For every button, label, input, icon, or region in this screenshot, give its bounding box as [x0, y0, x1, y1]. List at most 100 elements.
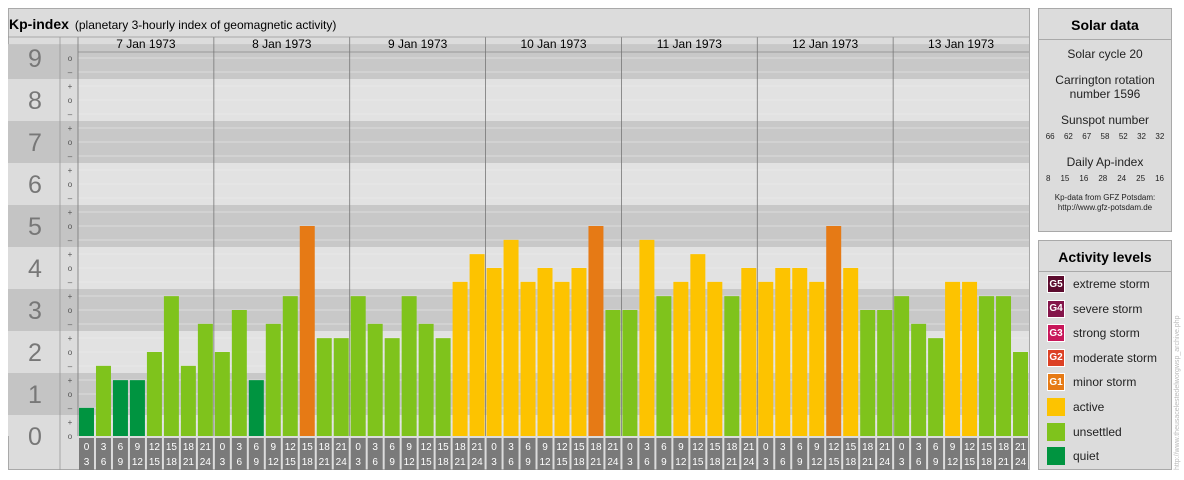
- interval-end-label: 21: [319, 457, 331, 468]
- y-sub-label: +: [68, 334, 73, 343]
- interval-start-label: 18: [726, 442, 738, 453]
- interval-cell: [282, 438, 298, 470]
- interval-cell: [469, 438, 485, 470]
- interval-start-label: 18: [862, 442, 874, 453]
- interval-cell: [367, 438, 383, 470]
- interval-cell: [792, 438, 808, 470]
- y-sub-label: o: [68, 390, 73, 399]
- y-tick-label: 5: [28, 213, 42, 241]
- interval-end-label: 24: [472, 457, 484, 468]
- kp-bar: [996, 296, 1012, 436]
- interval-cell: [401, 438, 417, 470]
- interval-cell: [1013, 438, 1028, 470]
- interval-end-label: 24: [1015, 457, 1027, 468]
- y-tick-label: 0: [28, 423, 42, 451]
- y-sub-label: +: [68, 292, 73, 301]
- kp-bar: [571, 268, 587, 436]
- interval-cell: [214, 438, 230, 470]
- kp-bar: [316, 338, 332, 436]
- y-sub-label: +: [68, 376, 73, 385]
- activity-levels-panel: Activity levels G5 extreme storm G4 severe …: [1038, 240, 1172, 470]
- kp-bar: [163, 296, 179, 436]
- kp-bar: [486, 268, 502, 436]
- y-sub-label: –: [68, 68, 73, 77]
- kp-bar: [129, 380, 145, 436]
- ap-values: 8 15 16 28 24 25 16: [1039, 174, 1171, 183]
- interval-start-label: 6: [118, 442, 124, 453]
- y-sub-label: +: [68, 208, 73, 217]
- kp-bar: [622, 310, 638, 436]
- interval-start-label: 15: [709, 442, 721, 453]
- interval-end-label: 12: [811, 457, 823, 468]
- kp-bar: [741, 268, 757, 436]
- interval-end-label: 6: [644, 457, 650, 468]
- y-tick-label: 9: [28, 45, 42, 73]
- interval-start-label: 21: [200, 442, 212, 453]
- activity-level-label: minor storm: [1073, 375, 1137, 390]
- y-sub-label: –: [68, 320, 73, 329]
- y-sub-label: o: [68, 96, 73, 105]
- interval-end-label: 12: [947, 457, 959, 468]
- kp-bar: [401, 296, 417, 436]
- interval-end-label: 18: [302, 457, 314, 468]
- kp-bar: [588, 226, 604, 436]
- kp-bar: [299, 226, 315, 436]
- interval-cell: [860, 438, 876, 470]
- kp-bar: [605, 310, 621, 436]
- interval-start-label: 12: [556, 442, 568, 453]
- interval-cell: [979, 438, 995, 470]
- interval-start-label: 18: [455, 442, 467, 453]
- interval-end-label: 12: [675, 457, 687, 468]
- interval-end-label: 3: [220, 457, 226, 468]
- watermark: http://www.theusacelestedelworgwsp_archi…: [1174, 315, 1181, 470]
- interval-end-label: 9: [661, 457, 667, 468]
- interval-cell: [486, 438, 502, 470]
- interval-start-label: 21: [1015, 442, 1027, 453]
- kp-bar: [843, 268, 859, 436]
- interval-end-label: 3: [627, 457, 633, 468]
- interval-start-label: 9: [542, 442, 548, 453]
- sunspot-value: 62: [1063, 132, 1073, 141]
- activity-level-item: G3 strong storm: [1047, 324, 1140, 343]
- interval-cell: [163, 438, 179, 470]
- y-sub-label: +: [68, 250, 73, 259]
- activity-level-swatch: G1: [1047, 373, 1065, 392]
- sunspot-value: 67: [1082, 132, 1092, 141]
- kp-bar: [367, 323, 383, 436]
- y-tick-label: 2: [28, 339, 42, 367]
- y-band-label: [8, 373, 78, 415]
- activity-level-swatch: [1047, 398, 1065, 416]
- kp-bar: [945, 281, 961, 436]
- interval-cell: [571, 438, 587, 470]
- kp-bar: [673, 281, 689, 436]
- y-band: [78, 415, 1029, 436]
- activity-level-item: quiet: [1047, 447, 1099, 466]
- interval-start-label: 9: [814, 442, 820, 453]
- source-link[interactable]: http://www.gfz-potsdam.de: [1057, 203, 1153, 212]
- sunspot-value: 66: [1045, 132, 1055, 141]
- interval-cell: [741, 438, 757, 470]
- interval-cell: [333, 438, 349, 470]
- interval-cell: [877, 438, 893, 470]
- activity-level-swatch: G5: [1047, 275, 1065, 293]
- ap-value: 24: [1117, 174, 1127, 183]
- interval-cell: [911, 438, 927, 470]
- interval-cell: [554, 438, 570, 470]
- kp-bar: [79, 407, 94, 436]
- sunspot-value: 32: [1155, 132, 1165, 141]
- y-band-label: [8, 44, 78, 79]
- interval-end-label: 21: [455, 457, 467, 468]
- sunspot-value: 52: [1118, 132, 1128, 141]
- interval-cell: [639, 438, 655, 470]
- solar-cycle: Solar cycle 20: [1067, 47, 1143, 61]
- interval-start-label: 15: [438, 442, 450, 453]
- interval-cell: [435, 438, 451, 470]
- interval-end-label: 18: [981, 457, 993, 468]
- interval-cell: [622, 438, 638, 470]
- kp-bar: [520, 281, 536, 436]
- interval-end-label: 9: [118, 457, 124, 468]
- y-sub-label: o: [68, 264, 73, 273]
- y-tick-label: 7: [28, 129, 42, 157]
- kp-bar: [503, 239, 519, 436]
- y-tick-label: 4: [28, 255, 42, 283]
